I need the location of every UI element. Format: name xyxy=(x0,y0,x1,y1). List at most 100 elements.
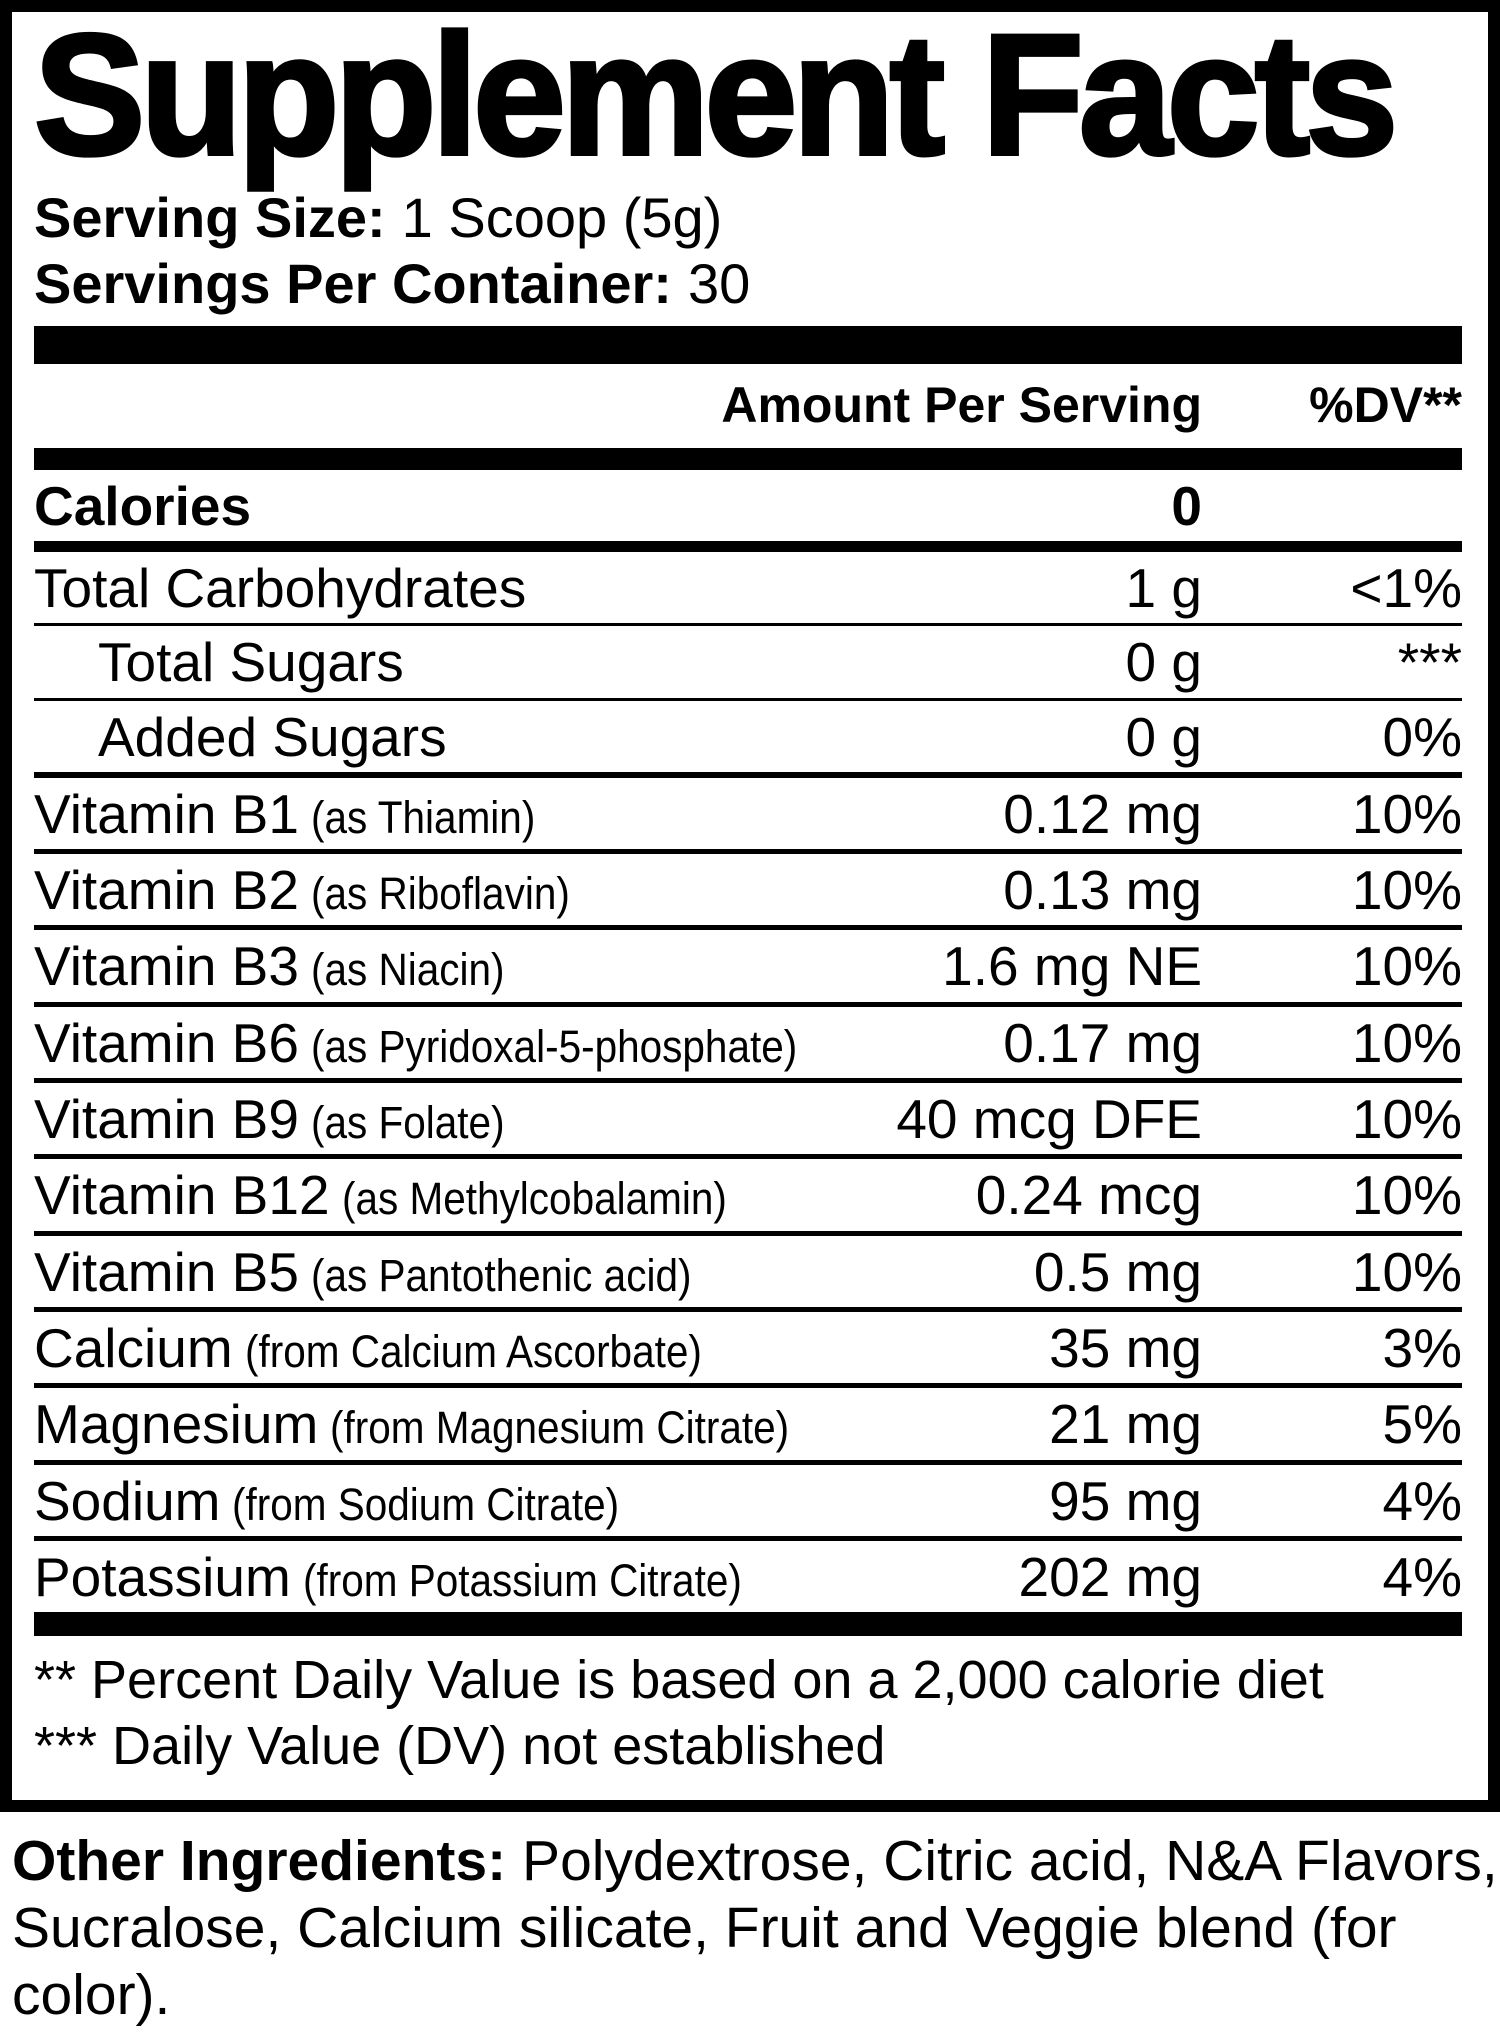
nutrient-amount: 0.24 mcg xyxy=(975,1164,1202,1227)
page-title: Supplement Facts xyxy=(32,0,1462,191)
nutrient-dv: *** xyxy=(1397,631,1462,694)
footnote-daily-value: ** Percent Daily Value is based on a 2,0… xyxy=(34,1650,1324,1711)
nutrient-name-main: Vitamin B6 xyxy=(34,1011,299,1074)
table-row-sodium: Sodium (from Sodium Citrate) 95 mg 4% xyxy=(34,1465,1462,1541)
nutrient-dv: 10% xyxy=(1351,1164,1462,1227)
other-ingredients-label: Other Ingredients: xyxy=(12,1828,507,1893)
nutrient-amount: 21 mg xyxy=(1049,1393,1202,1456)
nutrient-amount: 0.17 mg xyxy=(1003,1011,1202,1074)
nutrient-name-main: Vitamin B2 xyxy=(34,859,299,922)
nutrient-amount: 0.5 mg xyxy=(1033,1240,1202,1303)
nutrient-name-detail: (as Niacin) xyxy=(310,944,505,996)
divider-bar-thick xyxy=(34,325,1462,364)
serving-size-line: Serving Size: 1 Scoop (5g) xyxy=(34,186,1462,250)
other-ingredients: Other Ingredients: Polydextrose, Citric a… xyxy=(0,1828,1500,2036)
nutrient-dv: <1% xyxy=(1350,556,1462,619)
nutrient-dv: 10% xyxy=(1351,935,1462,998)
table-row-vitamin-b5: Vitamin B5 (as Pantothenic acid) 0.5 mg 1… xyxy=(34,1236,1462,1312)
nutrient-name-main: Sodium xyxy=(34,1469,221,1532)
nutrient-amount: 0 xyxy=(1171,474,1202,537)
table-row-magnesium: Magnesium (from Magnesium Citrate) 21 mg … xyxy=(34,1388,1463,1465)
table-row-calcium: Calcium (from Calcium Ascorbate) 35 mg 3% xyxy=(34,1312,1463,1389)
nutrient-amount: 35 mg xyxy=(1049,1316,1202,1379)
nutrient-amount: 0.12 mg xyxy=(1003,782,1202,845)
nutrient-name: Potassium (from Potassium Citrate) xyxy=(34,1548,872,1606)
column-header-dv: %DV** xyxy=(1309,376,1462,433)
footnote-dv-not-established: *** Daily Value (DV) not established xyxy=(34,1715,886,1776)
nutrient-name: Vitamin B5 (as Pantothenic acid) xyxy=(34,1240,872,1303)
nutrient-dv: 10% xyxy=(1351,782,1462,845)
nutrient-name-detail: (as Folate) xyxy=(310,1097,505,1149)
page-title-text: Supplement Facts xyxy=(32,0,1400,191)
nutrient-name: Vitamin B6 (as Pyridoxal-5-phosphate) xyxy=(34,1014,872,1072)
nutrient-name-main: Vitamin B5 xyxy=(34,1240,299,1303)
nutrient-name-detail: (as Methylcobalamin) xyxy=(341,1173,727,1225)
servings-per-container-label: Servings Per Container: xyxy=(34,251,672,315)
nutrient-name: Total Carbohydrates xyxy=(34,556,527,619)
nutrient-name-detail: (as Riboflavin) xyxy=(310,868,570,920)
table-row-vitamin-b6: Vitamin B6 (as Pyridoxal-5-phosphate) 0.1… xyxy=(34,1007,1462,1084)
table-row-vitamin-b12: Vitamin B12 (as Methylcobalamin) 0.24 mcg… xyxy=(34,1159,1462,1236)
table-row-added-sugars: Added Sugars 0 g 0% xyxy=(34,701,1462,778)
serving-size-label: Serving Size: xyxy=(34,186,386,249)
nutrient-dv: 10% xyxy=(1351,859,1462,922)
nutrient-name-detail: (as Pyridoxal-5-phosphate) xyxy=(310,1020,798,1072)
nutrient-name-main: Vitamin B9 xyxy=(34,1088,299,1151)
nutrient-name: Added Sugars xyxy=(98,705,447,768)
nutrient-amount: 0 g xyxy=(1125,631,1202,694)
supplement-facts-panel: Supplement Facts Serving Size: 1 Scoop (5… xyxy=(0,0,1500,1812)
nutrient-dv: 0% xyxy=(1382,705,1463,768)
nutrient-amount: 202 mg xyxy=(1018,1545,1202,1608)
nutrient-name: Vitamin B12 (as Methylcobalamin) xyxy=(34,1166,872,1224)
nutrient-name-main: Magnesium xyxy=(34,1393,319,1456)
table-row-total-sugars: Total Sugars 0 g *** xyxy=(34,626,1462,701)
nutrient-name-detail: (from Calcium Ascorbate) xyxy=(244,1325,702,1377)
nutrient-name-detail: (from Potassium Citrate) xyxy=(302,1554,742,1606)
servings-per-container-value: 30 xyxy=(687,251,751,315)
footnotes: ** Percent Daily Value is based on a 2,0… xyxy=(34,1636,1462,1800)
nutrient-amount: 95 mg xyxy=(1049,1469,1202,1532)
nutrient-name-main: Potassium xyxy=(34,1545,291,1608)
nutrient-amount: 1.6 mg NE xyxy=(942,935,1202,998)
nutrient-name-detail: (as Thiamin) xyxy=(310,791,536,843)
nutrient-dv: 4% xyxy=(1382,1545,1463,1608)
table-row-potassium: Potassium (from Potassium Citrate) 202 mg… xyxy=(34,1541,1462,1612)
divider-bar-bottom xyxy=(34,1612,1462,1637)
nutrient-name: Vitamin B1 (as Thiamin) xyxy=(34,785,872,843)
nutrient-dv: 3% xyxy=(1382,1316,1463,1379)
nutrient-name: Sodium (from Sodium Citrate) xyxy=(34,1469,872,1532)
nutrient-name: Vitamin B9 (as Folate) xyxy=(34,1090,872,1148)
table-row-calories: Calories 0 xyxy=(34,470,1462,552)
nutrient-amount: 0 g xyxy=(1125,705,1202,768)
table-row-vitamin-b1: Vitamin B1 (as Thiamin) 0.12 mg 10% xyxy=(34,778,1462,855)
nutrient-name-main: Vitamin B12 xyxy=(34,1164,330,1227)
table-row-vitamin-b3: Vitamin B3 (as Niacin) 1.6 mg NE 10% xyxy=(34,930,1462,1007)
nutrient-dv: 5% xyxy=(1382,1393,1463,1456)
nutrient-name: Total Sugars xyxy=(98,631,404,694)
nutrient-name: Vitamin B3 (as Niacin) xyxy=(34,937,872,995)
table-row-vitamin-b9: Vitamin B9 (as Folate) 40 mcg DFE 10% xyxy=(34,1083,1462,1160)
servings-per-container-line: Servings Per Container: 30 xyxy=(34,252,1462,316)
table-row-vitamin-b2: Vitamin B2 (as Riboflavin) 0.13 mg 10% xyxy=(34,854,1462,931)
nutrient-name: Magnesium (from Magnesium Citrate) xyxy=(34,1395,872,1453)
nutrient-name: Calcium (from Calcium Ascorbate) xyxy=(34,1319,872,1377)
nutrient-name-main: Vitamin B3 xyxy=(34,935,299,998)
nutrient-name-detail: (from Magnesium Citrate) xyxy=(330,1402,790,1454)
nutrient-name-detail: (as Pantothenic acid) xyxy=(310,1249,692,1301)
nutrient-name-detail: (from Sodium Citrate) xyxy=(232,1478,620,1530)
nutrient-name-main: Calcium xyxy=(34,1316,233,1379)
nutrient-dv: 10% xyxy=(1351,1088,1462,1151)
nutrient-amount: 1 g xyxy=(1125,556,1202,619)
serving-size-value: 1 Scoop (5g) xyxy=(401,186,723,249)
nutrient-name: Vitamin B2 (as Riboflavin) xyxy=(34,861,872,919)
nutrient-dv: 4% xyxy=(1382,1469,1463,1532)
table-row-total-carbohydrates: Total Carbohydrates 1 g <1% xyxy=(34,552,1462,627)
nutrient-name: Calories xyxy=(34,474,252,537)
table-header-row: Amount Per Serving %DV** xyxy=(34,364,1462,448)
nutrient-dv: 10% xyxy=(1351,1011,1462,1074)
column-header-amount: Amount Per Serving xyxy=(721,376,1202,433)
nutrient-name-main: Vitamin B1 xyxy=(34,782,299,845)
nutrient-amount: 0.13 mg xyxy=(1003,859,1202,922)
divider-bar-medium xyxy=(34,447,1462,470)
nutrient-amount: 40 mcg DFE xyxy=(896,1088,1202,1151)
